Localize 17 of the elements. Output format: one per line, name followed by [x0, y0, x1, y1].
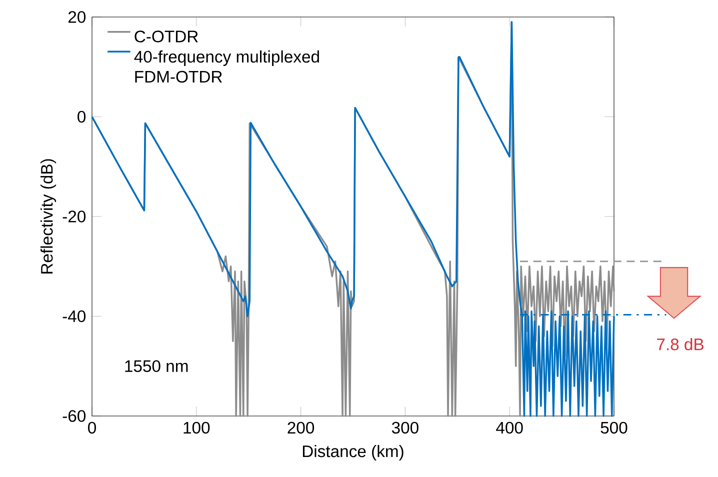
- x-tick-label: 0: [88, 422, 96, 434]
- annotation: 1550 nm: [125, 360, 188, 372]
- x-tick-label: 100: [184, 422, 210, 434]
- y-tick-label: -60: [62, 410, 86, 422]
- x-tick-label: 300: [392, 422, 418, 434]
- x-tick-label: 200: [288, 422, 314, 434]
- x-axis-title: Distance (km): [302, 444, 404, 461]
- y-tick-label: -20: [62, 210, 86, 222]
- legend-label: 40-frequency multiplexed FDM-OTDR: [134, 50, 319, 83]
- x-tick-label: 500: [600, 422, 628, 434]
- y-tick-label: 0: [78, 110, 86, 123]
- y-axis-title: Reflectivity (dB): [40, 159, 56, 274]
- x-tick-label: 400: [496, 422, 523, 434]
- y-tick-label: 20: [68, 11, 86, 23]
- y-tick-label: -40: [62, 310, 86, 322]
- legend-label: C-OTDR: [134, 30, 198, 42]
- text: 7.8 dB: [657, 338, 704, 350]
